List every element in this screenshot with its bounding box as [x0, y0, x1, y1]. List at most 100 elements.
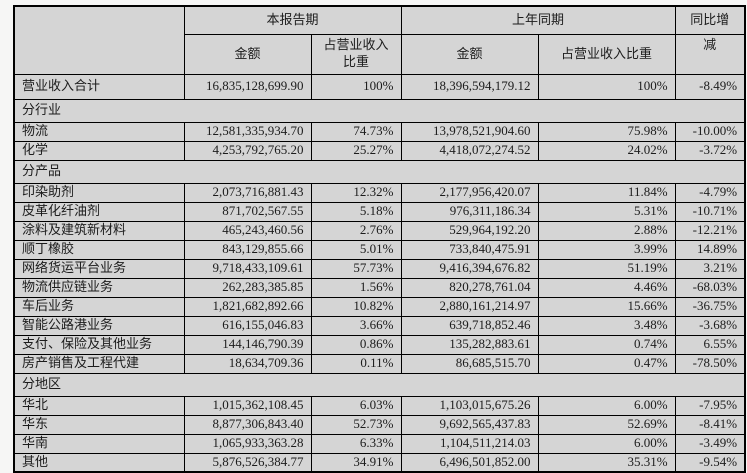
revenue-breakdown-table: 本报告期 上年同期 同比增 金额 占营业收入比重 金额 占营业收入比重 减 营业…	[13, 5, 747, 473]
yoy-change: -12.21%	[674, 220, 746, 241]
table-row: 其他 5,876,526,384.77 34.91% 6,496,501,852.00…	[13, 452, 746, 473]
current-amount: 12,581,335,934.70	[183, 121, 312, 142]
current-amount: 843,129,855.66	[183, 239, 312, 260]
header-prior-ratio: 占营业收入比重	[537, 33, 676, 75]
current-amount: 16,835,128,699.90	[183, 73, 312, 100]
prior-ratio: 11.84%	[537, 182, 676, 203]
row-label: 网络货运平台业务	[13, 258, 185, 279]
row-label: 其他	[13, 452, 185, 473]
current-amount: 5,876,526,384.77	[183, 452, 312, 473]
table-row: 涂料及建筑新材料 465,243,460.56 2.76% 529,964,192.2…	[13, 220, 746, 241]
yoy-change: -10.00%	[674, 121, 746, 142]
row-label: 顺丁橡胶	[13, 239, 185, 260]
header-prior-period: 上年同期	[400, 5, 676, 35]
yoy-change: 6.55%	[674, 334, 746, 355]
prior-amount: 86,685,515.70	[400, 353, 539, 374]
current-amount: 616,155,046.83	[183, 315, 312, 336]
prior-ratio: 35.31%	[537, 452, 676, 473]
table-row: 华北 1,015,362,108.45 6.03% 1,103,015,675.26 6…	[13, 395, 746, 416]
header-yoy-change-line1: 同比增	[674, 5, 746, 35]
row-label: 智能公路港业务	[13, 315, 185, 336]
prior-amount: 135,282,883.61	[400, 334, 539, 355]
section-row: 分地区	[13, 372, 746, 397]
table-row: 皮革化纤油剂 871,702,567.55 5.18% 976,311,186.34 5…	[13, 201, 746, 222]
prior-ratio: 15.66%	[537, 296, 676, 317]
table-row: 化学 4,253,792,765.20 25.27% 4,418,072,274.52…	[13, 140, 746, 161]
prior-amount: 529,964,192.20	[400, 220, 539, 241]
prior-amount: 6,496,501,852.00	[400, 452, 539, 473]
row-label: 印染助剂	[13, 182, 185, 203]
row-label: 华北	[13, 395, 185, 416]
prior-amount: 2,177,956,420.07	[400, 182, 539, 203]
current-ratio: 74.73%	[310, 121, 402, 142]
prior-ratio: 100%	[537, 73, 676, 100]
prior-ratio: 52.69%	[537, 414, 676, 435]
current-amount: 18,634,709.36	[183, 353, 312, 374]
section-label: 分地区	[13, 372, 746, 397]
row-label: 支付、保险及其他业务	[13, 334, 185, 355]
current-amount: 1,065,933,363.28	[183, 433, 312, 454]
current-ratio: 12.32%	[310, 182, 402, 203]
table-body: 营业收入合计 16,835,128,699.90 100% 18,396,594,17…	[13, 73, 746, 473]
prior-amount: 4,418,072,274.52	[400, 140, 539, 161]
section-row: 分行业	[13, 98, 746, 123]
yoy-change: -3.72%	[674, 140, 746, 161]
current-ratio: 34.91%	[310, 452, 402, 473]
current-ratio: 52.73%	[310, 414, 402, 435]
current-ratio: 25.27%	[310, 140, 402, 161]
prior-ratio: 75.98%	[537, 121, 676, 142]
prior-amount: 1,104,511,214.03	[400, 433, 539, 454]
table-row: 华东 8,877,306,843.40 52.73% 9,692,565,437.83…	[13, 414, 746, 435]
yoy-change: -3.49%	[674, 433, 746, 454]
current-amount: 9,718,433,109.61	[183, 258, 312, 279]
section-label: 分行业	[13, 98, 746, 123]
current-amount: 4,253,792,765.20	[183, 140, 312, 161]
table-row: 营业收入合计 16,835,128,699.90 100% 18,396,594,17…	[13, 73, 746, 100]
current-ratio: 1.56%	[310, 277, 402, 298]
prior-amount: 820,278,761.04	[400, 277, 539, 298]
prior-ratio: 0.47%	[537, 353, 676, 374]
prior-amount: 639,718,852.46	[400, 315, 539, 336]
current-amount: 871,702,567.55	[183, 201, 312, 222]
header-yoy-change-line2: 减	[674, 33, 746, 75]
row-label: 营业收入合计	[13, 73, 185, 100]
row-label: 房产销售及工程代建	[13, 353, 185, 374]
table-header: 本报告期 上年同期 同比增 金额 占营业收入比重 金额 占营业收入比重 减	[13, 5, 746, 75]
table-row: 智能公路港业务 616,155,046.83 3.66% 639,718,852.46…	[13, 315, 746, 336]
current-ratio: 2.76%	[310, 220, 402, 241]
current-amount: 465,243,460.56	[183, 220, 312, 241]
row-label: 化学	[13, 140, 185, 161]
table-row: 车后业务 1,821,682,892.66 10.82% 2,880,161,214.…	[13, 296, 746, 317]
prior-amount: 18,396,594,179.12	[400, 73, 539, 100]
prior-ratio: 24.02%	[537, 140, 676, 161]
table-row: 物流 12,581,335,934.70 74.73% 13,978,521,904.…	[13, 121, 746, 142]
current-ratio: 6.03%	[310, 395, 402, 416]
current-ratio: 3.66%	[310, 315, 402, 336]
prior-amount: 9,692,565,437.83	[400, 414, 539, 435]
current-amount: 262,283,385.85	[183, 277, 312, 298]
current-ratio: 57.73%	[310, 258, 402, 279]
prior-amount: 1,103,015,675.26	[400, 395, 539, 416]
prior-ratio: 3.48%	[537, 315, 676, 336]
current-ratio: 0.86%	[310, 334, 402, 355]
yoy-change: -8.41%	[674, 414, 746, 435]
table-row: 顺丁橡胶 843,129,855.66 5.01% 733,840,475.91 3.9…	[13, 239, 746, 260]
prior-ratio: 3.99%	[537, 239, 676, 260]
row-label: 涂料及建筑新材料	[13, 220, 185, 241]
yoy-change: -9.54%	[674, 452, 746, 473]
yoy-change: -8.49%	[674, 73, 746, 100]
section-row: 分产品	[13, 159, 746, 184]
row-label: 车后业务	[13, 296, 185, 317]
header-prior-amount: 金额	[400, 33, 539, 75]
revenue-breakdown-table-container: 本报告期 上年同期 同比增 金额 占营业收入比重 金额 占营业收入比重 减 营业…	[13, 5, 747, 473]
prior-ratio: 2.88%	[537, 220, 676, 241]
prior-ratio: 4.46%	[537, 277, 676, 298]
table-row: 支付、保险及其他业务 144,146,790.39 0.86% 135,282,883…	[13, 334, 746, 355]
prior-amount: 9,416,394,676.82	[400, 258, 539, 279]
yoy-change: -4.79%	[674, 182, 746, 203]
current-ratio: 5.18%	[310, 201, 402, 222]
row-label: 华东	[13, 414, 185, 435]
yoy-change: 14.89%	[674, 239, 746, 260]
row-label: 皮革化纤油剂	[13, 201, 185, 222]
current-ratio: 10.82%	[310, 296, 402, 317]
